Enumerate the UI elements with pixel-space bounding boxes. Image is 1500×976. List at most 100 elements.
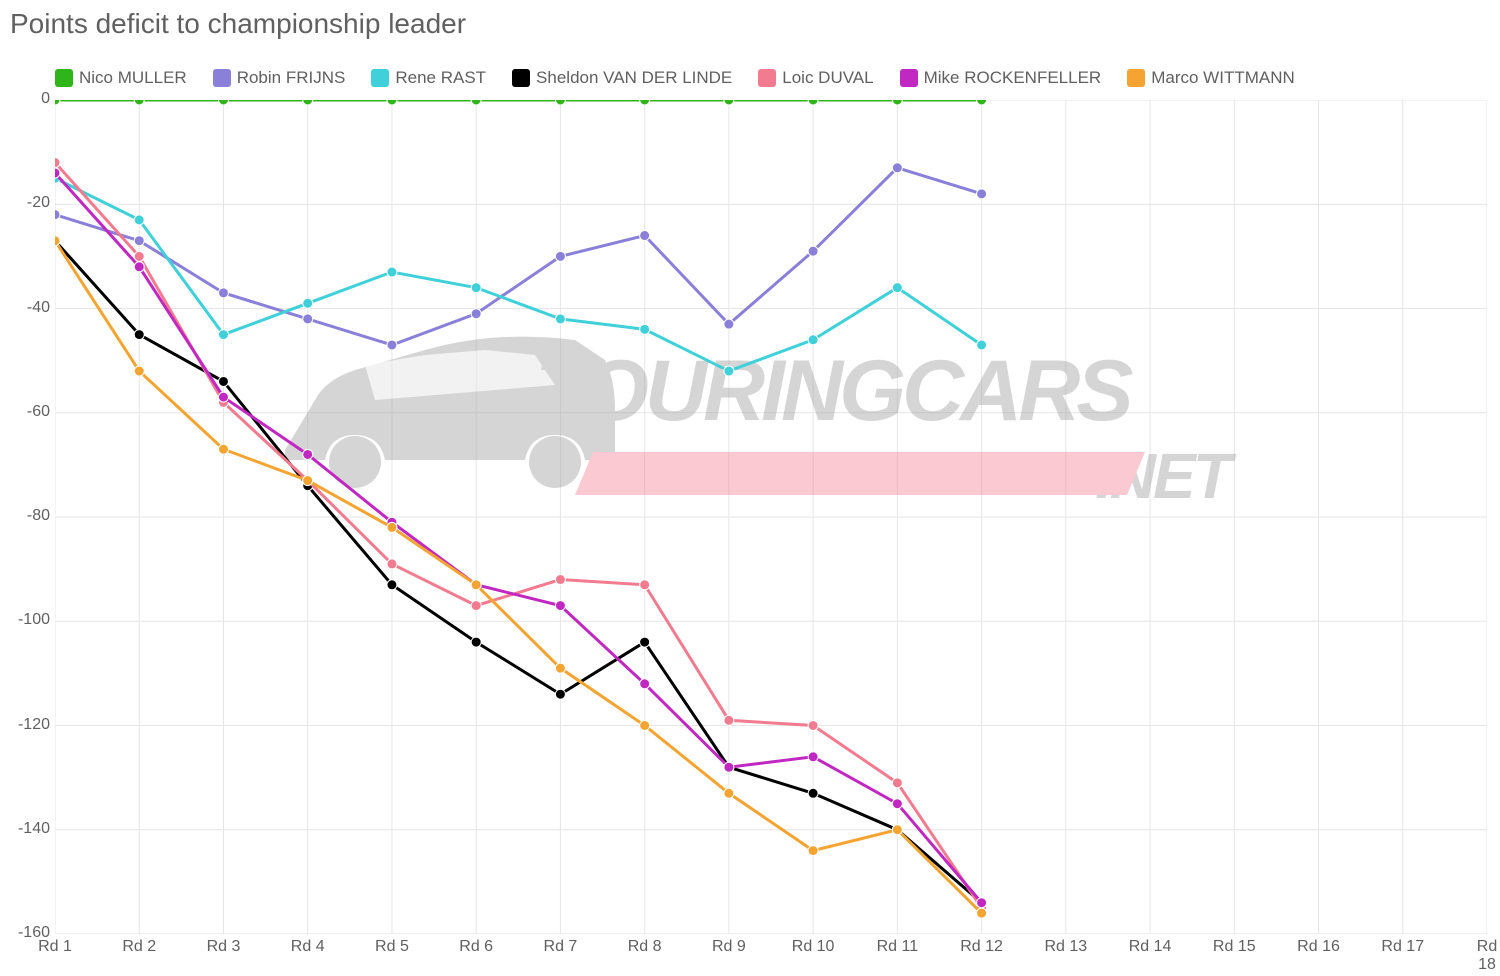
legend-swatch [758,69,776,87]
data-point [640,679,650,689]
legend-item[interactable]: Robin FRIJNS [213,68,346,88]
legend-item[interactable]: Rene RAST [371,68,486,88]
data-point [555,575,565,585]
data-point [471,580,481,590]
data-point [303,100,313,105]
data-point [808,846,818,856]
x-tick-label: Rd 16 [1297,938,1340,956]
data-point [303,314,313,324]
watermark: TOURINGCARS.NET [285,337,1237,512]
data-point [977,189,987,199]
data-point [387,100,397,105]
chart-title: Points deficit to championship leader [10,8,466,40]
data-point [218,288,228,298]
data-point [724,715,734,725]
data-point [724,762,734,772]
x-tick-label: Rd 2 [122,938,156,956]
data-point [808,100,818,105]
data-point [555,689,565,699]
data-point [977,908,987,918]
data-point [640,324,650,334]
data-point [55,210,60,220]
data-point [724,788,734,798]
x-tick-label: Rd 3 [207,938,241,956]
data-point [218,392,228,402]
x-tick-label: Rd 7 [544,938,578,956]
data-point [977,898,987,908]
x-tick-label: Rd 5 [375,938,409,956]
x-tick-label: Rd 9 [712,938,746,956]
legend-item[interactable]: Marco WITTMANN [1127,68,1295,88]
data-point [303,298,313,308]
data-point [977,340,987,350]
legend: Nico MULLER Robin FRIJNS Rene RAST Sheldon … [55,68,1321,92]
y-tick-label: -60 [0,403,50,421]
data-point [134,100,144,105]
data-point [555,314,565,324]
legend-item[interactable]: Mike ROCKENFELLER [900,68,1102,88]
data-point [134,262,144,272]
data-point [892,825,902,835]
data-point [977,100,987,105]
x-tick-label: Rd 10 [792,938,835,956]
data-point [471,283,481,293]
x-tick-label: Rd 13 [1044,938,1087,956]
data-point [471,309,481,319]
data-point [640,637,650,647]
legend-swatch [900,69,918,87]
x-tick-label: Rd 18 [1477,938,1497,974]
series-line [55,168,982,345]
data-point [218,376,228,386]
data-point [724,319,734,329]
y-tick-label: -120 [0,716,50,734]
svg-text:TOURINGCARS: TOURINGCARS [535,343,1133,439]
data-point [640,231,650,241]
legend-label: Nico MULLER [79,68,187,88]
data-point [555,100,565,105]
data-point [892,283,902,293]
data-point [892,778,902,788]
data-point [808,721,818,731]
data-point [555,251,565,261]
legend-item[interactable]: Sheldon VAN DER LINDE [512,68,732,88]
legend-label: Marco WITTMANN [1151,68,1295,88]
data-point [218,330,228,340]
data-point [218,100,228,105]
legend-swatch [512,69,530,87]
legend-item[interactable]: Loic DUVAL [758,68,873,88]
plot-area: TOURINGCARS.NET [55,100,1487,934]
data-point [471,637,481,647]
x-tick-label: Rd 17 [1381,938,1424,956]
data-point [134,330,144,340]
y-tick-label: -140 [0,820,50,838]
data-point [892,163,902,173]
data-point [640,100,650,105]
data-point [640,580,650,590]
data-point [387,580,397,590]
data-point [387,559,397,569]
data-point [892,100,902,105]
data-point [808,752,818,762]
data-point [471,100,481,105]
legend-label: Robin FRIJNS [237,68,346,88]
x-tick-label: Rd 8 [628,938,662,956]
series-line [55,173,982,903]
y-tick-label: 0 [0,90,50,108]
data-point [808,246,818,256]
y-tick-label: -80 [0,507,50,525]
data-point [55,100,60,105]
x-tick-label: Rd 12 [960,938,1003,956]
y-tick-label: -40 [0,299,50,317]
data-point [134,251,144,261]
legend-swatch [55,69,73,87]
data-point [303,476,313,486]
legend-label: Sheldon VAN DER LINDE [536,68,732,88]
legend-swatch [213,69,231,87]
x-tick-label: Rd 14 [1129,938,1172,956]
data-point [640,721,650,731]
data-point [134,236,144,246]
legend-label: Loic DUVAL [782,68,873,88]
legend-item[interactable]: Nico MULLER [55,68,187,88]
data-point [892,799,902,809]
data-point [387,267,397,277]
